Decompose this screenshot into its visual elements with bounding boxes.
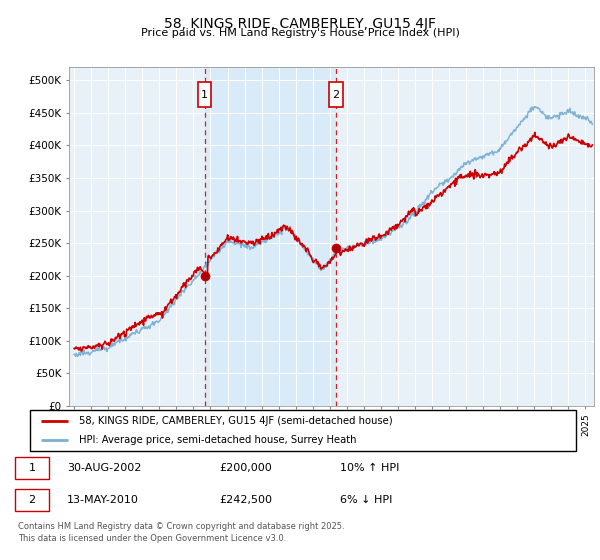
Text: 1: 1	[29, 463, 35, 473]
Bar	[329, 82, 343, 107]
Text: Contains HM Land Registry data © Crown copyright and database right 2025.
This d: Contains HM Land Registry data © Crown c…	[18, 522, 344, 543]
Bar	[15, 489, 49, 511]
Text: 30-AUG-2002: 30-AUG-2002	[67, 463, 141, 473]
Text: £242,500: £242,500	[220, 496, 272, 506]
Text: 13-MAY-2010: 13-MAY-2010	[67, 496, 139, 506]
Bar	[15, 457, 49, 479]
Text: 10% ↑ HPI: 10% ↑ HPI	[340, 463, 400, 473]
Text: £200,000: £200,000	[220, 463, 272, 473]
Text: Price paid vs. HM Land Registry's House Price Index (HPI): Price paid vs. HM Land Registry's House …	[140, 28, 460, 38]
Text: 2: 2	[29, 496, 36, 506]
Bar	[198, 82, 211, 107]
Text: 2: 2	[332, 90, 340, 100]
Text: 58, KINGS RIDE, CAMBERLEY, GU15 4JF (semi-detached house): 58, KINGS RIDE, CAMBERLEY, GU15 4JF (sem…	[79, 417, 393, 426]
Text: HPI: Average price, semi-detached house, Surrey Heath: HPI: Average price, semi-detached house,…	[79, 435, 356, 445]
Bar	[205, 67, 336, 406]
Text: 58, KINGS RIDE, CAMBERLEY, GU15 4JF: 58, KINGS RIDE, CAMBERLEY, GU15 4JF	[164, 17, 436, 31]
Text: 6% ↓ HPI: 6% ↓ HPI	[340, 496, 392, 506]
Text: 1: 1	[201, 90, 208, 100]
